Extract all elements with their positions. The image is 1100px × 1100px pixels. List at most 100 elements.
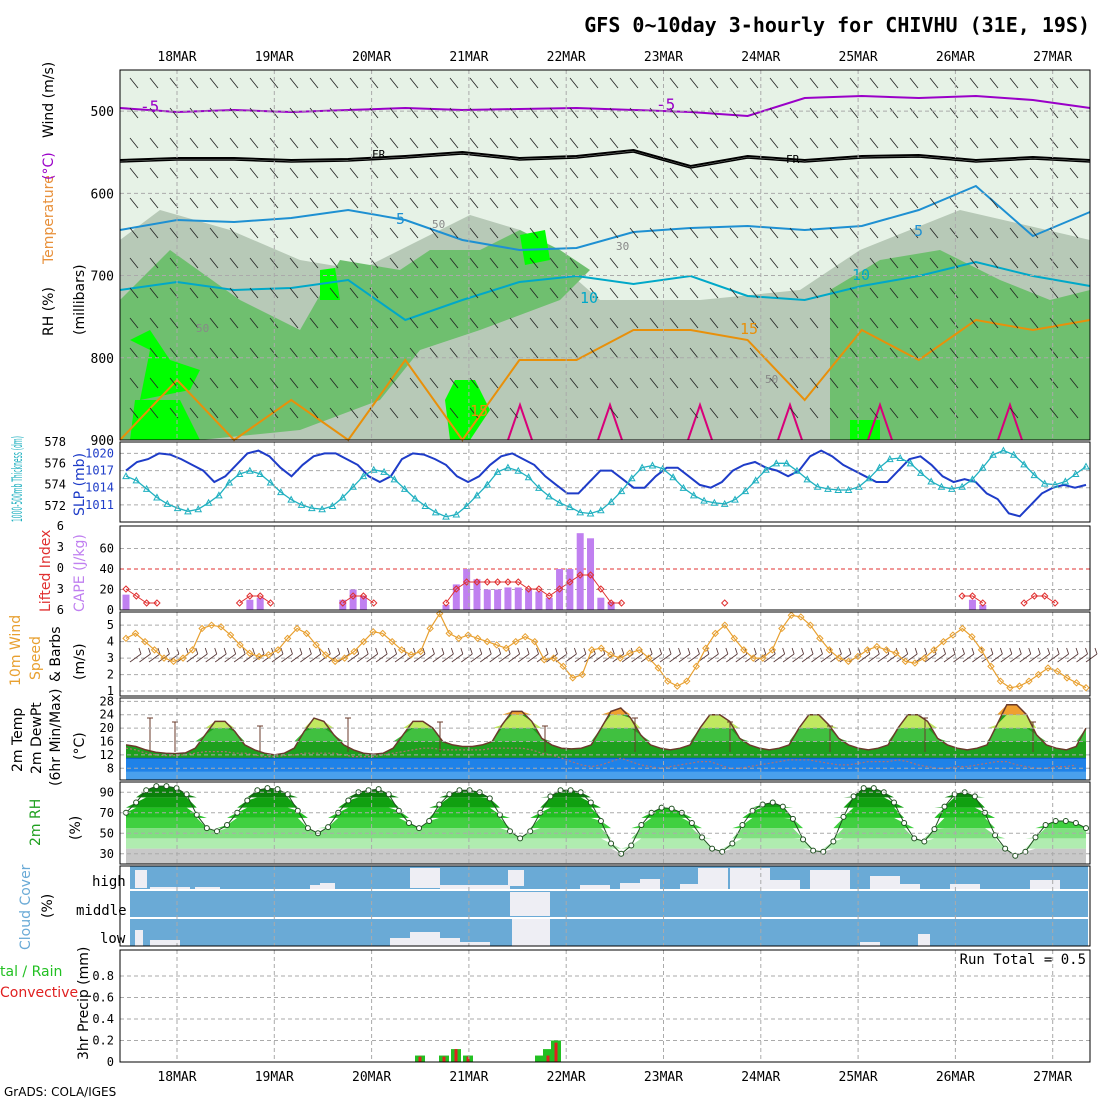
thickness-point	[669, 473, 677, 481]
thickness-point	[937, 482, 946, 490]
wind-barb	[489, 197, 499, 209]
wind-barb	[569, 167, 579, 179]
wind-barb	[356, 653, 369, 663]
wind-barb	[365, 647, 369, 655]
wind-speed-point	[340, 654, 349, 662]
wind-barb	[189, 167, 199, 179]
wind-speed-point	[854, 652, 862, 661]
wind-barb	[209, 227, 219, 239]
rh-point	[325, 824, 332, 831]
li-point	[462, 578, 471, 586]
isotherm-label: 30	[616, 240, 629, 253]
wind-barb	[223, 647, 227, 655]
wind-barb	[509, 347, 519, 359]
rh-point	[931, 826, 938, 833]
ylabel-cloud-unit: (%)	[40, 894, 56, 918]
wind-barb	[329, 227, 339, 239]
cloud-cover-block	[195, 887, 220, 889]
wind-barb	[669, 77, 679, 89]
wind-barb	[989, 167, 999, 179]
wind-barb	[669, 137, 679, 149]
rh-contour-fill	[130, 330, 200, 400]
isotherm-label: 15	[470, 402, 488, 420]
wind-barb	[989, 227, 999, 239]
wind-barb	[649, 347, 659, 359]
wind-speed-point	[740, 646, 748, 654]
thickness-point	[173, 504, 182, 512]
wind-barb	[157, 647, 161, 655]
wind-barb	[909, 197, 919, 209]
wind-barb	[289, 77, 299, 89]
wind-barb	[809, 137, 819, 149]
wind-barb	[729, 227, 739, 239]
wind-barb	[789, 167, 799, 179]
wind-barb	[349, 317, 359, 329]
rh-point	[486, 795, 493, 802]
bottom-date-label: 19MAR	[255, 1070, 294, 1085]
precip-tick-label: 0.8	[92, 969, 114, 983]
top-date-label: 18MAR	[157, 50, 196, 65]
thickness-point	[1020, 460, 1028, 468]
wind-barb	[509, 77, 519, 89]
wind-barb	[369, 227, 379, 239]
wind-barb	[498, 653, 511, 663]
bottom-date-label: 27MAR	[1033, 1070, 1072, 1085]
wind-barb	[820, 647, 823, 655]
wind-barb	[962, 647, 965, 655]
wind-barb	[943, 653, 956, 663]
wind-barb	[429, 227, 439, 239]
thickness-point	[731, 495, 739, 503]
wind-barb	[498, 647, 502, 655]
wind-barb	[574, 653, 587, 663]
wind-barb	[409, 197, 419, 209]
wind-barb	[549, 77, 559, 89]
wind-barb	[129, 377, 139, 389]
wind-barb	[969, 347, 979, 359]
wind-barb	[309, 137, 319, 149]
wind-barb	[868, 653, 880, 663]
thickness-point	[411, 494, 419, 502]
precip-ylabels: tal / Rain Convective 3hr Precip (mm) Ru…	[0, 947, 1086, 1060]
wind-barb	[442, 653, 454, 663]
wind-barb	[529, 347, 539, 359]
rh-point	[304, 825, 311, 832]
thickness-point	[276, 488, 285, 496]
wind-barb	[229, 137, 239, 149]
wind-barb	[149, 317, 159, 329]
wind-barb	[209, 107, 219, 119]
thickness-point	[875, 463, 884, 471]
wind-barb	[409, 77, 419, 89]
wind-barb	[409, 377, 419, 389]
wind-barb	[909, 317, 919, 329]
wind-barb	[929, 257, 939, 269]
wind-barb	[609, 377, 619, 389]
wind-barb	[949, 407, 959, 419]
wind-speed-point	[369, 628, 377, 636]
li-tick-label: 3	[57, 582, 64, 596]
thickness-point	[638, 463, 646, 471]
wind-speed-point	[711, 629, 720, 638]
wind-barb	[849, 197, 859, 209]
wind-barb	[409, 257, 419, 269]
wind-barb	[969, 137, 979, 149]
cape-bar	[359, 595, 367, 610]
wind-barb	[709, 287, 719, 299]
wind-speed-point	[977, 646, 986, 654]
wind-barb	[769, 167, 779, 179]
wind-barb	[449, 167, 459, 179]
wind-barb	[129, 227, 139, 239]
wind-barb	[649, 77, 659, 89]
wind-barb	[609, 107, 619, 119]
wind-barb	[209, 257, 219, 269]
wind-speed-point	[378, 629, 387, 638]
wind-speed-point	[939, 637, 948, 646]
wind-barb	[929, 317, 939, 329]
thickness-point	[246, 466, 254, 474]
wind-barb	[689, 137, 699, 149]
wind-speed-point	[721, 621, 729, 629]
wind-barb	[529, 107, 539, 119]
wind-barb	[593, 653, 606, 663]
thickness-point	[968, 475, 977, 483]
thickness-point	[782, 459, 791, 467]
